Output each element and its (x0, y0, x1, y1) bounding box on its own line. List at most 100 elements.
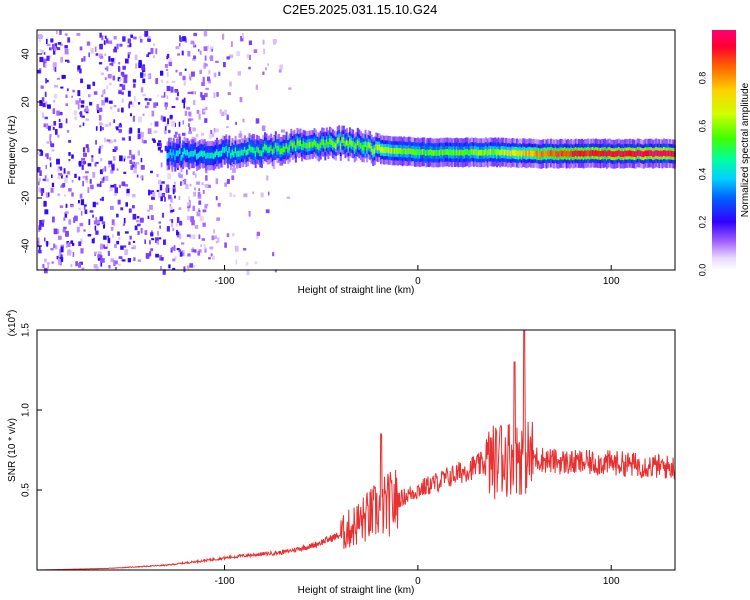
spectrogram-cell (50, 141, 52, 147)
spectrogram-cell (263, 48, 265, 55)
spectrogram-cell (186, 169, 188, 175)
spectrogram-cell (87, 187, 90, 193)
spectrogram-y-tick-label: 0 (21, 147, 32, 153)
spectrogram-cell (192, 205, 195, 211)
spectrogram-cell (175, 97, 179, 101)
spectrogram-cell (92, 81, 96, 86)
spectrogram-cell (190, 71, 195, 77)
spectrogram-cell (58, 253, 62, 260)
spectrogram-cell (61, 74, 65, 79)
spectrogram-cell (46, 38, 48, 44)
spectrogram-ridge-cell (426, 149, 429, 156)
spectrogram-ridge-cell (183, 148, 186, 154)
spectrogram-cell (132, 205, 135, 209)
spectrogram-cell (197, 192, 201, 197)
spectrogram-cell (79, 125, 82, 128)
spectrogram-ridge-cell (553, 151, 556, 157)
spectrogram-ridge-cell (301, 144, 304, 150)
spectrogram-x-tick-label: 0 (415, 276, 421, 287)
spectrogram-ridge-cell (492, 149, 495, 156)
spectrogram-cell (161, 212, 165, 218)
snr-x-ticks: -100 0 100 (215, 565, 620, 587)
spectrogram-cell (178, 133, 181, 140)
spectrogram-cell (253, 49, 258, 53)
spectrogram-cell (57, 229, 60, 234)
spectrogram-cell (52, 108, 56, 114)
colorbar-tick-label: 0.2 (697, 216, 707, 229)
spectrogram-ridge-cell (222, 147, 225, 153)
spectrogram-cell (160, 115, 164, 121)
spectrogram-cell (47, 79, 49, 83)
spectrogram-cell (193, 264, 196, 268)
spectrogram-y-tick-label: 20 (21, 96, 32, 108)
spectrogram-ridge-cell (214, 151, 217, 158)
spectrogram-cell (132, 155, 136, 160)
spectrogram-cell (142, 113, 145, 116)
spectrogram-ridge-cell (341, 137, 344, 143)
spectrogram-cell (75, 100, 80, 105)
spectrogram-cell (37, 151, 41, 155)
spectrogram-cell (46, 153, 49, 160)
spectrogram-ridge-cell (293, 141, 296, 148)
spectrogram-cell (127, 44, 131, 48)
spectrogram-cell (65, 211, 69, 214)
spectrogram-cell (52, 216, 55, 223)
spectrogram-ridge-cell (574, 150, 577, 156)
spectrogram-cell (161, 95, 165, 98)
spectrogram-ridge-cell (243, 146, 246, 153)
spectrogram-ridge-cell (192, 150, 195, 157)
spectrogram-cell (203, 31, 208, 37)
spectrogram-ridge-cell (503, 149, 506, 156)
spectrogram-cell (286, 196, 291, 199)
spectrogram-cell (101, 221, 105, 225)
spectrogram-cell (165, 187, 169, 193)
colorbar-ticks: 0.0 0.2 0.4 0.6 0.8 (697, 72, 707, 277)
spectrogram-cell (149, 204, 153, 210)
spectrogram-cell (64, 177, 68, 183)
spectrogram-ridge-cell (526, 150, 529, 157)
spectrogram-cell (106, 139, 111, 142)
spectrogram-cell (137, 231, 140, 235)
spectrogram-cell (158, 140, 162, 143)
spectrogram-cell (95, 251, 98, 255)
spectrogram-cell (78, 262, 81, 268)
spectrogram-cell (101, 99, 105, 106)
spectrogram-ridge-cell (316, 143, 319, 150)
snr-series-line (36, 329, 676, 571)
spectrogram-ridge-cell (251, 147, 254, 153)
spectrogram-cell (38, 246, 41, 252)
spectrogram-cell (205, 106, 208, 110)
spectrogram-cell (113, 139, 117, 143)
spectrogram-ridge-cell (669, 150, 672, 157)
spectrogram-ridge-cell (616, 150, 619, 157)
spectrogram-cell (201, 238, 205, 241)
spectrogram-cell (74, 173, 77, 178)
spectrogram-cell (95, 161, 99, 164)
spectrogram-ridge-cell (627, 150, 630, 157)
spectrogram-ridge-cell (216, 149, 218, 155)
spectrogram-cell (50, 124, 53, 128)
spectrogram-ridge-cell (239, 150, 242, 157)
spectrogram-cell (186, 202, 189, 207)
spectrogram-cell (239, 97, 243, 103)
spectrogram-ridge-cell (177, 150, 180, 157)
spectrogram-cell (104, 77, 107, 80)
spectrogram-cell (155, 237, 159, 243)
snr-y-ticks: 0.5 1.0 1.5 (21, 323, 42, 497)
spectrogram-cell (213, 92, 216, 99)
spectrogram-ridge-cell (559, 150, 562, 157)
spectrogram-ridge-cell (321, 139, 324, 145)
spectrogram-ridge-cell (506, 150, 509, 156)
spectrogram-ridge-cell (644, 150, 647, 157)
spectrogram-cell (192, 57, 195, 61)
spectrogram-cell (79, 222, 84, 227)
spectrogram-cell (165, 104, 167, 110)
spectrogram-cell (64, 212, 68, 218)
spectrogram-cell (46, 55, 50, 61)
spectrogram-cell (102, 176, 105, 181)
spectrogram-ridge-cell (590, 150, 593, 157)
spectrogram-cell (207, 76, 211, 82)
spectrogram-ridge-cell (659, 150, 662, 157)
spectrogram-cell (108, 265, 111, 269)
spectrogram-cell (112, 156, 116, 161)
